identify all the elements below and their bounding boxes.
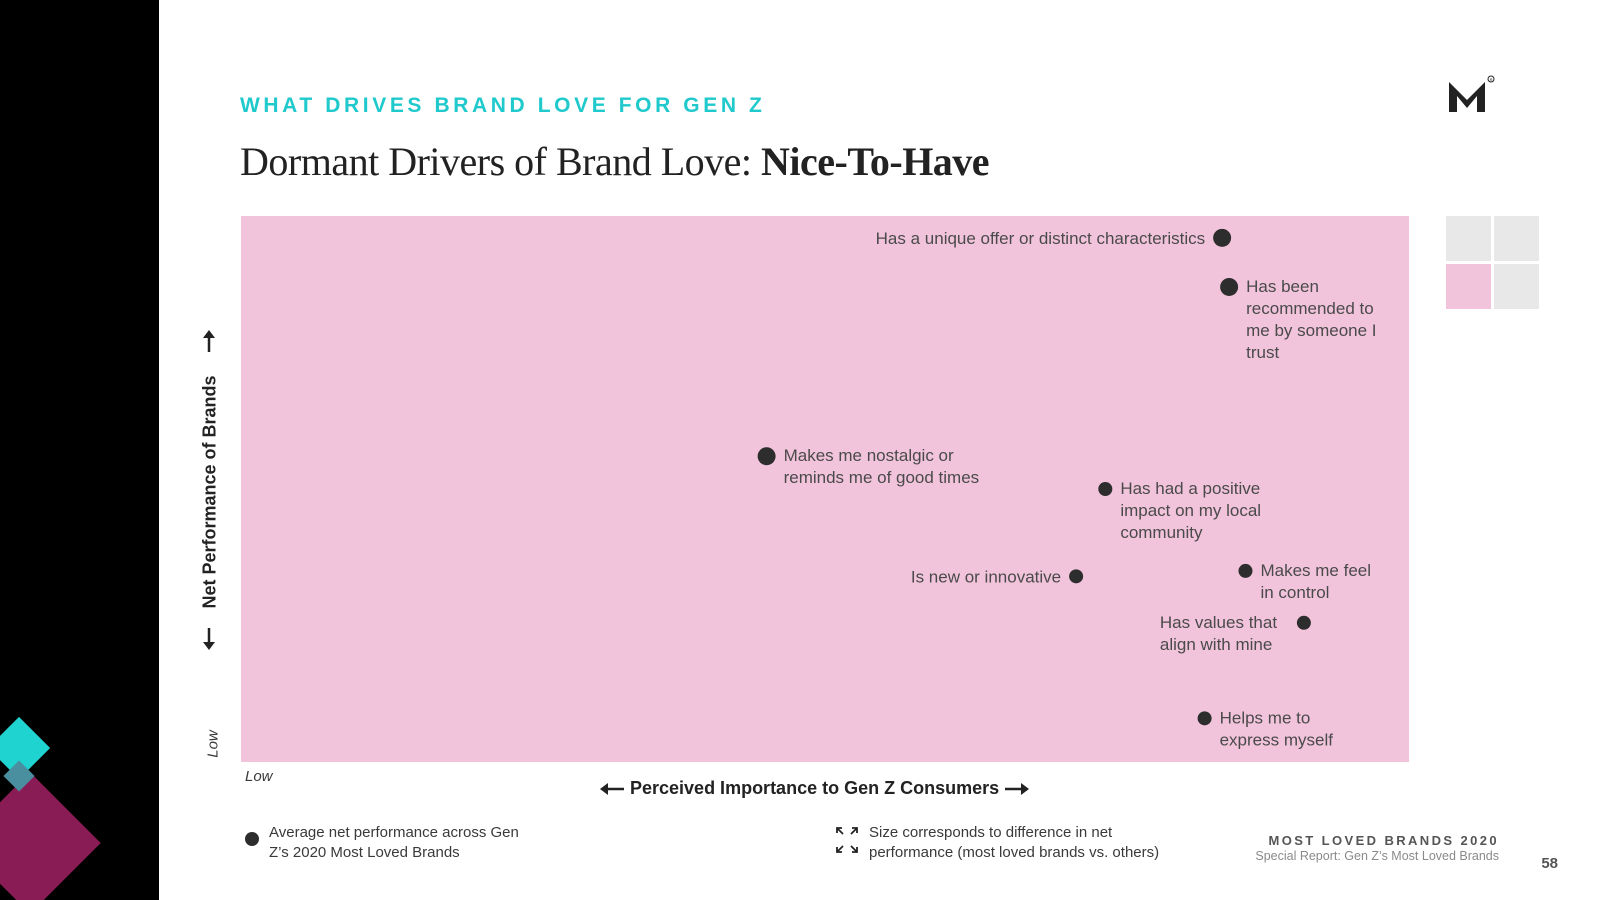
legend-size: Size corresponds to difference in net pe… xyxy=(835,823,1189,863)
arrow-right-icon xyxy=(1005,782,1030,795)
footer-subtitle: Special Report: Gen Z’s Most Loved Brand… xyxy=(1255,849,1499,863)
legend-average: Average net performance across Gen Z’s 2… xyxy=(245,823,529,863)
x-axis-title-group: Perceived Importance to Gen Z Consumers xyxy=(600,778,1030,799)
arrow-down-icon xyxy=(203,628,215,650)
quadrant-key-bottom-left-active xyxy=(1446,264,1491,309)
legend-average-text: Average net performance across Gen Z’s 2… xyxy=(269,824,519,861)
page-title: Dormant Drivers of Brand Love: Nice-To-H… xyxy=(240,138,990,185)
title-regular: Dormant Drivers of Brand Love: xyxy=(240,139,762,184)
footer-title: MOST LOVED BRANDS 2020 xyxy=(1268,833,1499,848)
point-label: Makes me feel in control xyxy=(1260,561,1371,602)
scatter-point xyxy=(757,447,776,466)
x-axis-label: Perceived Importance to Gen Z Consumers xyxy=(630,778,1000,798)
scatter-point xyxy=(1098,482,1113,496)
quadrant-key-top-left xyxy=(1446,216,1491,261)
svg-text:R: R xyxy=(1490,77,1493,82)
scatter-point xyxy=(1238,563,1253,578)
title-bold: Nice-To-Have xyxy=(761,139,990,184)
point-label: Has values that align with mine xyxy=(1160,613,1277,654)
page-number: 58 xyxy=(1541,855,1558,872)
scatter-point xyxy=(1197,711,1212,726)
quadrant-key-top-right xyxy=(1494,216,1539,261)
plot-area xyxy=(241,216,1409,762)
resize-arrows-icon xyxy=(836,827,858,853)
x-axis-low-label: Low xyxy=(245,768,273,785)
brand-m-logo-icon: R xyxy=(1449,75,1495,112)
left-decorative-bar xyxy=(0,0,159,900)
legend-dot-icon xyxy=(245,832,259,846)
point-label: Helps me to express myself xyxy=(1220,708,1334,749)
section-eyebrow: WHAT DRIVES BRAND LOVE FOR GEN Z xyxy=(240,94,766,117)
scatter-point xyxy=(1069,569,1084,584)
point-label: Has a unique offer or distinct character… xyxy=(876,229,1205,248)
legend-size-text: Size corresponds to difference in net pe… xyxy=(869,824,1160,861)
arrow-left-icon xyxy=(600,782,624,795)
point-label: Makes me nostalgic or reminds me of good … xyxy=(784,446,980,487)
point-label: Is new or innovative xyxy=(911,567,1061,586)
y-axis-label: Net Performance of Brands xyxy=(199,375,220,609)
scatter-point xyxy=(1220,277,1239,296)
scatter-point xyxy=(1296,615,1311,630)
scatter-point xyxy=(1213,228,1232,247)
point-label: Has had a positive impact on my local comm… xyxy=(1120,479,1261,542)
arrow-up-icon xyxy=(203,330,215,352)
y-axis-low-label: Low xyxy=(204,730,222,758)
quadrant-key-bottom-right xyxy=(1494,264,1539,309)
